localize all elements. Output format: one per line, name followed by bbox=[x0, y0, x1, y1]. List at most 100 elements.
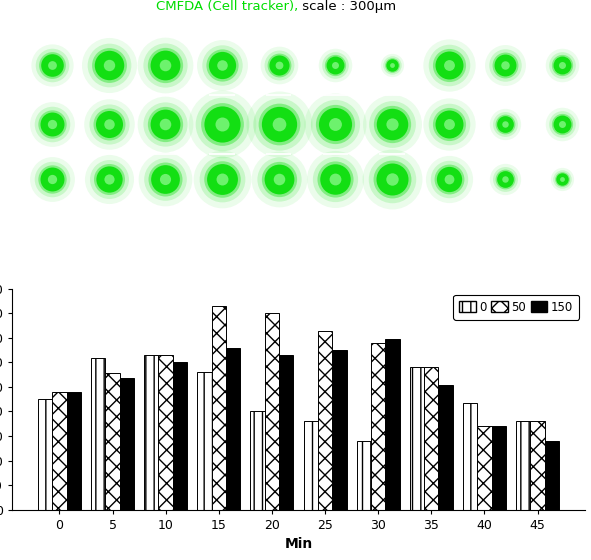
Point bbox=[444, 174, 453, 183]
Point bbox=[47, 60, 57, 69]
Point bbox=[557, 60, 567, 69]
Point bbox=[161, 174, 170, 183]
Point bbox=[47, 119, 57, 128]
Bar bbox=[265, 314, 279, 510]
Text: 20: 20 bbox=[272, 223, 286, 233]
Point bbox=[161, 119, 170, 128]
Text: 40: 40 bbox=[498, 223, 512, 233]
Point bbox=[47, 60, 57, 69]
Point bbox=[331, 60, 340, 69]
Point bbox=[501, 60, 510, 69]
Point bbox=[501, 174, 510, 183]
Point bbox=[104, 174, 113, 183]
Point bbox=[331, 119, 340, 128]
Point bbox=[104, 60, 113, 69]
Point bbox=[501, 60, 510, 69]
Bar bbox=[332, 350, 346, 510]
Point bbox=[501, 60, 510, 69]
Point bbox=[274, 174, 284, 183]
Bar bbox=[463, 403, 477, 510]
Bar bbox=[516, 421, 530, 510]
Bar bbox=[439, 385, 453, 510]
Point bbox=[501, 60, 510, 69]
Bar bbox=[91, 357, 105, 510]
Point bbox=[47, 60, 57, 69]
Point bbox=[274, 60, 284, 69]
Point bbox=[557, 60, 567, 69]
Legend: 0, 50, 150: 0, 50, 150 bbox=[453, 295, 579, 320]
Bar bbox=[530, 421, 545, 510]
Point bbox=[501, 60, 510, 69]
Point bbox=[217, 60, 227, 69]
Point bbox=[387, 60, 397, 69]
Point bbox=[274, 119, 284, 128]
Point bbox=[387, 60, 397, 69]
Point bbox=[557, 60, 567, 69]
Point bbox=[331, 119, 340, 128]
Bar bbox=[304, 421, 318, 510]
Bar bbox=[52, 392, 67, 510]
Point bbox=[387, 60, 397, 69]
Point bbox=[47, 60, 57, 69]
Point bbox=[557, 174, 567, 183]
Point bbox=[331, 174, 340, 183]
Point bbox=[557, 174, 567, 183]
Point bbox=[104, 119, 113, 128]
Bar bbox=[251, 412, 265, 510]
Point bbox=[557, 60, 567, 69]
Bar bbox=[318, 330, 332, 510]
Point bbox=[274, 174, 284, 183]
Text: 5: 5 bbox=[105, 223, 112, 233]
Point bbox=[104, 119, 113, 128]
Point bbox=[557, 174, 567, 183]
Point bbox=[444, 60, 453, 69]
Point bbox=[444, 119, 453, 128]
Point bbox=[161, 60, 170, 69]
Point bbox=[501, 119, 510, 128]
Text: Min: Min bbox=[287, 245, 310, 258]
Point bbox=[557, 174, 567, 183]
Point bbox=[217, 174, 227, 183]
Point bbox=[557, 119, 567, 128]
Point bbox=[47, 174, 57, 183]
Point bbox=[47, 174, 57, 183]
Point bbox=[387, 119, 397, 128]
Text: 15: 15 bbox=[215, 223, 229, 233]
Point bbox=[161, 60, 170, 69]
Point bbox=[387, 119, 397, 128]
Point bbox=[501, 174, 510, 183]
Bar bbox=[212, 306, 226, 510]
Point bbox=[387, 174, 397, 183]
Point bbox=[387, 174, 397, 183]
Point bbox=[331, 60, 340, 69]
Point bbox=[217, 119, 227, 128]
Point bbox=[274, 119, 284, 128]
Point bbox=[217, 119, 227, 128]
Text: 0: 0 bbox=[48, 223, 56, 233]
Text: scale : 300μm: scale : 300μm bbox=[298, 1, 397, 13]
Point bbox=[331, 174, 340, 183]
Point bbox=[387, 174, 397, 183]
Point bbox=[274, 60, 284, 69]
Bar bbox=[67, 392, 81, 510]
Point bbox=[501, 119, 510, 128]
Bar bbox=[477, 426, 492, 510]
Point bbox=[217, 174, 227, 183]
Bar bbox=[173, 362, 187, 510]
Point bbox=[331, 119, 340, 128]
Point bbox=[501, 119, 510, 128]
Point bbox=[444, 119, 453, 128]
Point bbox=[104, 60, 113, 69]
Point bbox=[331, 174, 340, 183]
Point bbox=[47, 174, 57, 183]
Point bbox=[557, 174, 567, 183]
Point bbox=[161, 119, 170, 128]
Point bbox=[444, 119, 453, 128]
Point bbox=[217, 60, 227, 69]
Point bbox=[274, 119, 284, 128]
Bar bbox=[424, 367, 439, 510]
Point bbox=[557, 119, 567, 128]
Bar bbox=[492, 426, 506, 510]
Point bbox=[47, 60, 57, 69]
Point bbox=[501, 174, 510, 183]
